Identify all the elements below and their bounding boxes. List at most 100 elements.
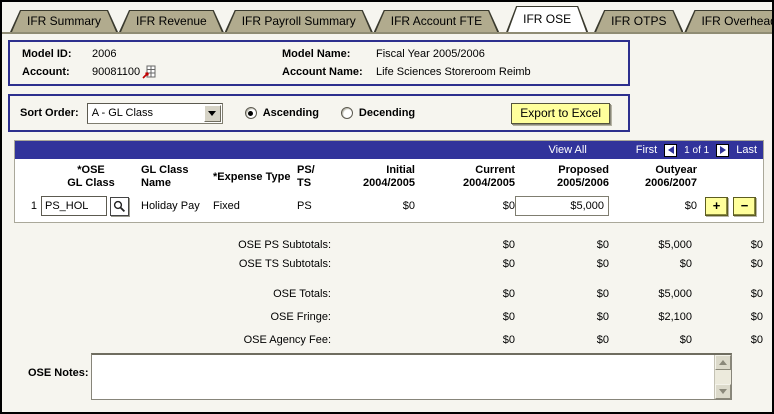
totals-proposed: $0 xyxy=(679,334,692,346)
ascending-label: Ascending xyxy=(262,107,319,119)
ascending-radio[interactable] xyxy=(244,107,257,119)
totals-outyear: $0 xyxy=(750,258,763,270)
delete-row-button[interactable]: − xyxy=(733,196,756,216)
model-name-label: Model Name: xyxy=(282,47,351,60)
totals-row-ose-agency-fee: OSE Agency Fee: $0 $0 $0 $0 xyxy=(15,334,763,346)
totals-label: OSE PS Subtotals: xyxy=(238,239,331,251)
ose-gl-class-input[interactable] xyxy=(41,196,107,216)
view-all-link[interactable]: View All xyxy=(548,144,587,156)
tab-ifr-ose[interactable]: IFR OSE xyxy=(506,6,588,32)
tab-ifr-otps[interactable]: IFR OTPS xyxy=(594,10,683,32)
scroll-up-button[interactable] xyxy=(715,355,731,370)
tab-label: IFR OTPS xyxy=(611,14,667,28)
current-value: $0 xyxy=(502,200,515,212)
header-outyear: Outyear 2006/2007 xyxy=(645,164,697,189)
totals-label: OSE TS Subtotals: xyxy=(238,258,331,270)
ose-notes-textarea[interactable] xyxy=(92,355,714,399)
totals-row-ose-fringe: OSE Fringe: $0 $0 $2,100 $0 xyxy=(15,311,763,323)
totals-initial: $0 xyxy=(502,334,515,346)
totals-proposed: $5,000 xyxy=(658,288,692,300)
tab-label: IFR Revenue xyxy=(136,14,207,28)
account-detail-icon[interactable] xyxy=(142,65,156,79)
notes-section: OSE Notes: xyxy=(2,353,772,400)
gl-class-cell xyxy=(41,196,141,216)
header-ps-ts: PS/ TS xyxy=(297,164,315,189)
totals-label: OSE Totals: xyxy=(273,288,331,300)
tab-label: IFR Overhead xyxy=(701,14,774,28)
scroll-down-button[interactable] xyxy=(715,384,731,399)
tab-ifr-summary[interactable]: IFR Summary xyxy=(10,10,118,32)
model-name-value: Fiscal Year 2005/2006 xyxy=(376,47,485,60)
totals-initial: $0 xyxy=(502,239,515,251)
account-label: Account: xyxy=(22,65,70,78)
totals-current: $0 xyxy=(596,258,609,270)
dropdown-arrow-icon xyxy=(203,104,221,122)
tab-bar: IFR Summary IFR Revenue IFR Payroll Summ… xyxy=(2,2,772,34)
totals-proposed: $5,000 xyxy=(658,239,692,251)
export-to-excel-button[interactable]: Export to Excel xyxy=(511,102,610,124)
grid-navigation-bar: View All First 1 of 1 Last xyxy=(15,141,763,159)
totals-row-ps-subtotals: OSE PS Subtotals: $0 $0 $5,000 $0 xyxy=(15,239,763,251)
tab-ifr-overhead[interactable]: IFR Overhead xyxy=(684,10,774,32)
tab-ifr-account-fte[interactable]: IFR Account FTE xyxy=(374,10,499,32)
tab-ifr-payroll-summary[interactable]: IFR Payroll Summary xyxy=(225,10,373,32)
header-expense-type: *Expense Type xyxy=(213,170,291,183)
descending-label: Decending xyxy=(358,107,416,119)
scrollbar-track[interactable] xyxy=(715,370,731,384)
page-count: 1 of 1 xyxy=(684,144,710,156)
sort-order-selected-value: A - GL Class xyxy=(91,107,154,119)
add-row-button[interactable]: + xyxy=(705,196,728,216)
next-page-button[interactable] xyxy=(716,143,730,157)
totals-current: $0 xyxy=(596,239,609,251)
ose-notes-label: OSE Notes: xyxy=(28,367,89,379)
totals-row-ts-subtotals: OSE TS Subtotals: $0 $0 $0 $0 xyxy=(15,258,763,270)
header-gl-class-name: GL Class Name xyxy=(141,164,189,189)
initial-value: $0 xyxy=(402,200,415,212)
totals-proposed: $0 xyxy=(679,258,692,270)
totals-current: $0 xyxy=(596,334,609,346)
proposed-cell xyxy=(515,196,609,216)
proposed-amount-input[interactable] xyxy=(515,196,609,216)
sort-panel: Sort Order: A - GL Class Ascending Decen… xyxy=(8,94,630,132)
row-number: 1 xyxy=(30,200,37,212)
model-info-panel: Model ID: 2006 Model Name: Fiscal Year 2… xyxy=(8,40,630,86)
totals-outyear: $0 xyxy=(750,239,763,251)
totals-outyear: $0 xyxy=(750,288,763,300)
totals-initial: $0 xyxy=(502,311,515,323)
first-link[interactable]: First xyxy=(635,144,658,156)
header-proposed: Proposed 2005/2006 xyxy=(557,164,609,189)
down-arrow-icon xyxy=(719,389,727,398)
ose-grid: View All First 1 of 1 Last *OSE GL Class… xyxy=(14,140,764,223)
header-ose-gl-class: *OSE GL Class xyxy=(67,164,115,189)
header-current: Current 2004/2005 xyxy=(463,164,515,189)
tab-label: IFR OSE xyxy=(523,12,572,26)
totals-label: OSE Fringe: xyxy=(270,311,331,323)
gl-class-lookup-button[interactable] xyxy=(110,196,129,216)
tab-ifr-revenue[interactable]: IFR Revenue xyxy=(119,10,224,32)
descending-radio[interactable] xyxy=(340,107,353,119)
expense-type-value: Fixed xyxy=(213,200,240,212)
totals-initial: $0 xyxy=(502,258,515,270)
totals-section: OSE PS Subtotals: $0 $0 $5,000 $0 OSE TS… xyxy=(15,239,763,346)
sort-order-label: Sort Order: xyxy=(20,107,79,119)
previous-page-button[interactable] xyxy=(664,143,678,157)
header-initial: Initial 2004/2005 xyxy=(363,164,415,189)
left-arrow-icon xyxy=(667,146,674,154)
account-value: 90081100 xyxy=(92,65,141,78)
grid-data-row: 1 Holiday Pay Fixed PS $0 $0 $0 + xyxy=(15,194,763,222)
account-value-group: 90081100 xyxy=(92,65,282,79)
account-name-label: Account Name: xyxy=(282,65,363,78)
ose-notes-field xyxy=(91,353,732,400)
model-id-value: 2006 xyxy=(92,47,117,60)
sort-order-select[interactable]: A - GL Class xyxy=(86,102,223,124)
magnifying-glass-icon xyxy=(113,200,126,212)
tab-label: IFR Payroll Summary xyxy=(241,14,356,28)
row-buttons: + − xyxy=(697,196,763,216)
descending-option: Decending xyxy=(340,107,416,119)
totals-proposed: $2,100 xyxy=(658,311,692,323)
right-arrow-icon xyxy=(719,146,726,154)
totals-current: $0 xyxy=(596,311,609,323)
last-link[interactable]: Last xyxy=(736,144,757,156)
notes-scrollbar xyxy=(714,355,731,399)
